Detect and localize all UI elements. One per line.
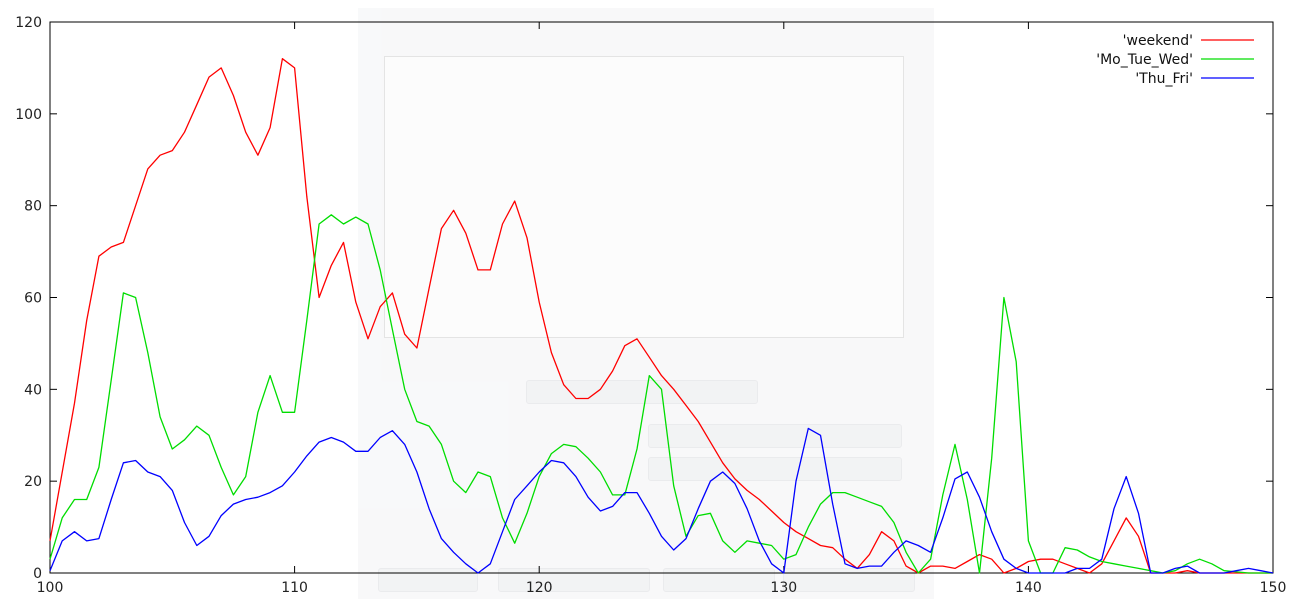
background-screenshot-window — [358, 8, 934, 599]
snapshot-preview-thumbnail — [384, 56, 904, 338]
series-line-2 — [49, 427, 1274, 574]
plot-frame — [49, 21, 1274, 574]
x-tick-label: 120 — [526, 580, 553, 596]
x-tick-label: 110 — [281, 580, 308, 596]
snapshot-delay-spin-ghost — [648, 457, 902, 481]
y-tick-label: 0 — [33, 566, 42, 582]
legend-label-1: 'Mo_Tue_Wed' — [1096, 52, 1193, 68]
x-tick-label: 100 — [37, 580, 64, 596]
series-line-1 — [49, 214, 1273, 574]
y-tick-label: 40 — [24, 382, 42, 398]
series-line-0 — [49, 58, 1273, 574]
capture-mode-select-ghost — [648, 424, 902, 448]
plot-border — [49, 21, 1274, 574]
legend-label-0: 'weekend' — [1123, 33, 1193, 49]
take-new-snapshot-button-ghost — [526, 380, 758, 404]
x-tick-label: 130 — [770, 580, 797, 596]
save-as-button-ghost — [783, 568, 915, 592]
tick-group: 100 110 120 130 140 150 0 20 40 60 80 100 120 — [15, 15, 1286, 596]
y-tick-label: 120 — [15, 15, 42, 31]
send-to-button-ghost — [498, 568, 650, 592]
copy-button-ghost — [663, 568, 775, 592]
help-button-ghost — [378, 568, 478, 592]
x-tick-label: 140 — [1015, 580, 1042, 596]
y-tick-label: 80 — [24, 199, 42, 215]
series-lines — [49, 58, 1274, 574]
y-tick-label: 20 — [24, 474, 42, 490]
x-tick-label: 150 — [1260, 580, 1287, 596]
y-tick-label: 60 — [24, 291, 42, 307]
legend-label-2: 'Thu_Fri' — [1135, 71, 1193, 87]
y-tick-label: 100 — [15, 107, 42, 123]
legend: 'weekend' 'Mo_Tue_Wed' 'Thu_Fri' — [1096, 33, 1254, 87]
